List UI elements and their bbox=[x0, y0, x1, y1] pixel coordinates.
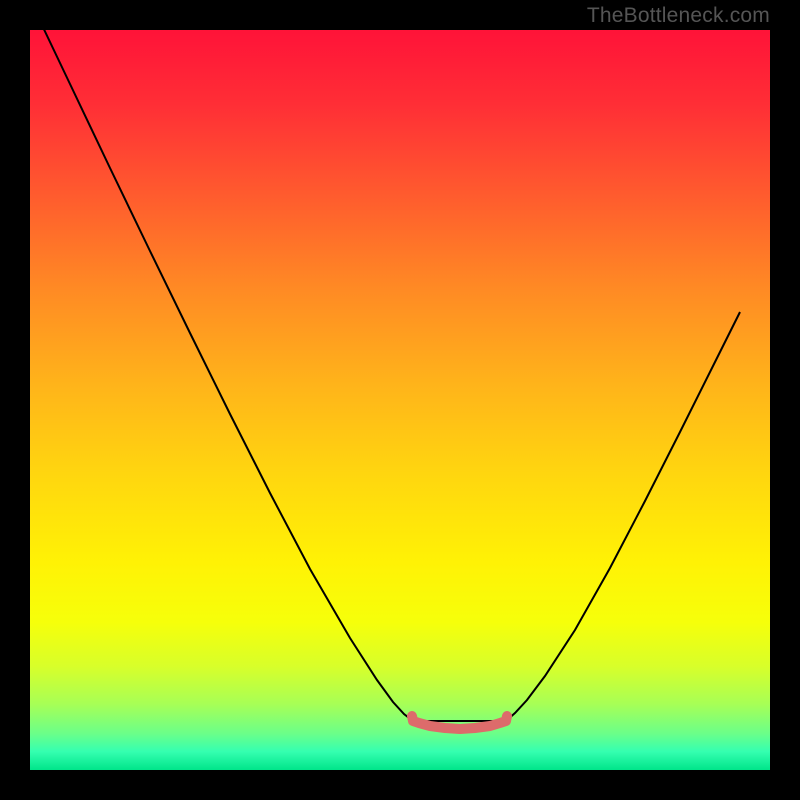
bottleneck-curve bbox=[30, 0, 740, 721]
watermark-label: TheBottleneck.com bbox=[587, 4, 770, 28]
valley-marker bbox=[412, 716, 507, 729]
chart-stage: TheBottleneck.com bbox=[0, 0, 800, 800]
curve-layer bbox=[0, 0, 800, 800]
